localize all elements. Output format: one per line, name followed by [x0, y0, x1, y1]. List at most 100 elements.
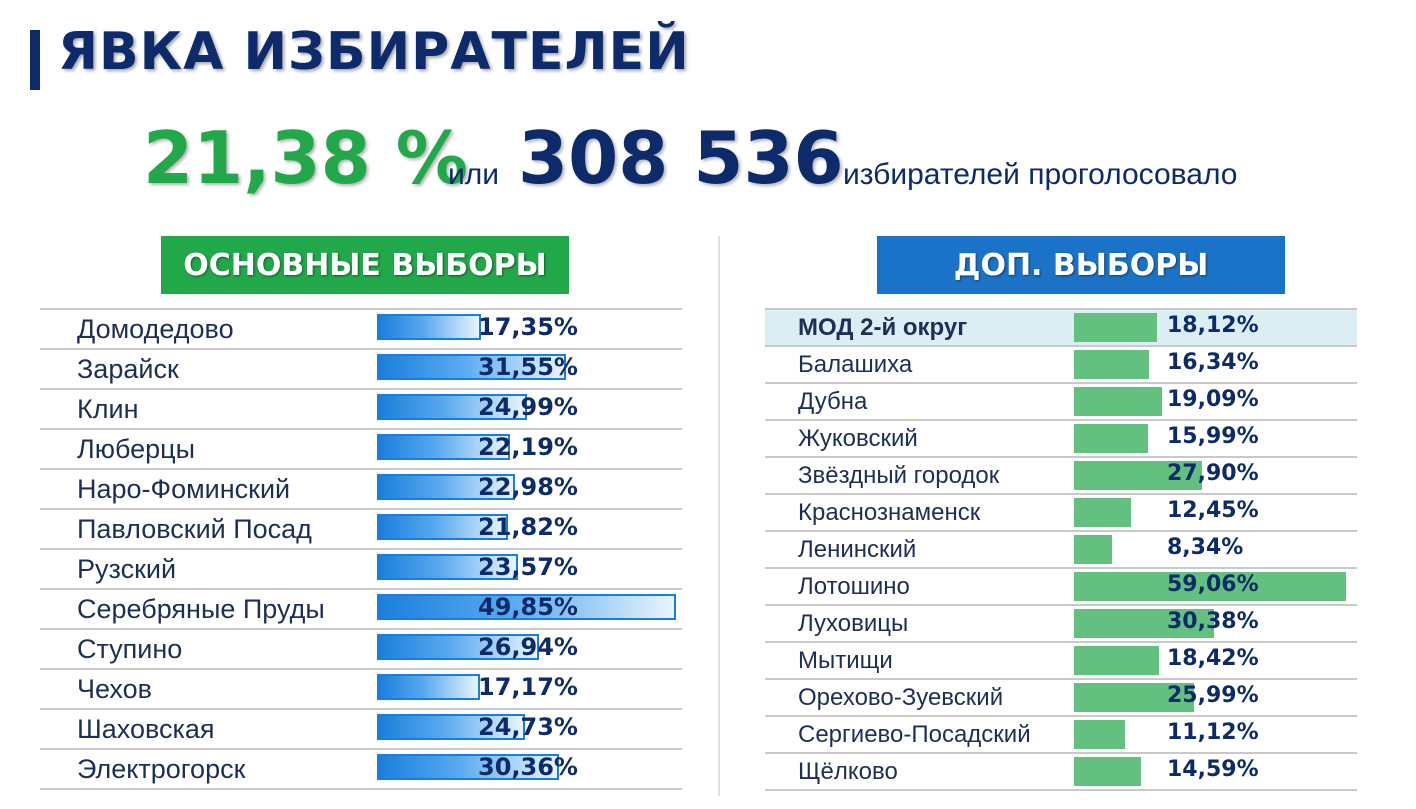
extra-value-label: 30,38% — [1167, 609, 1259, 634]
extra-bar — [1074, 498, 1131, 527]
main-value-label: 26,94% — [478, 633, 578, 661]
extra-district-label: Щёлково — [798, 758, 898, 785]
extra-bar — [1074, 609, 1214, 638]
main-bar — [377, 634, 539, 660]
title-accent-bar — [30, 30, 40, 90]
extra-district-label: Звёздный городок — [798, 462, 1000, 489]
main-value-label: 17,35% — [478, 313, 578, 341]
extra-district-label: Мытищи — [798, 647, 893, 674]
page-title: ЯВКА ИЗБИРАТЕЛЕЙ — [58, 22, 690, 82]
extra-row: Сергиево-Посадский 11,12% — [765, 717, 1357, 754]
extra-bar — [1074, 387, 1162, 416]
extra-value-label: 18,12% — [1167, 313, 1259, 338]
main-value-label: 23,57% — [478, 553, 578, 581]
main-value-label: 21,82% — [478, 513, 578, 541]
main-row: Павловский Посад 21,82% — [40, 510, 682, 550]
main-value-label: 31,55% — [478, 353, 578, 381]
extra-bar — [1074, 720, 1125, 749]
extra-bar — [1074, 646, 1159, 675]
extra-value-label: 59,06% — [1167, 572, 1259, 597]
turnout-summary: 21,38 % или 308 536 избирателей проголос… — [0, 108, 1416, 208]
extra-bar — [1074, 424, 1148, 453]
main-bar — [377, 474, 515, 500]
extra-bar — [1074, 350, 1149, 379]
main-district-label: Наро-Фоминский — [77, 474, 291, 504]
main-row: Шаховская 24,73% — [40, 710, 682, 750]
voter-count: 308 536 — [518, 116, 844, 200]
extra-bar — [1074, 572, 1346, 601]
main-elections-chart: Домодедово 17,35% Зарайск 31,55% Клин 24,99% Л… — [40, 308, 682, 790]
main-district-label: Рузский — [77, 554, 177, 584]
extra-bar — [1074, 313, 1157, 342]
extra-district-label: Луховицы — [798, 610, 909, 637]
main-bar — [377, 674, 480, 700]
main-district-label: Клин — [77, 394, 139, 424]
main-elections-header: ОСНОВНЫЕ ВЫБОРЫ — [161, 236, 569, 294]
main-row: Домодедово 17,35% — [40, 310, 682, 350]
extra-row: Дубна 19,09% — [765, 384, 1357, 421]
extra-district-label: Ленинский — [798, 536, 917, 563]
main-bar — [377, 754, 559, 780]
extra-district-label: Лотошино — [798, 573, 910, 600]
main-row: Зарайск 31,55% — [40, 350, 682, 390]
main-row: Люберцы 22,19% — [40, 430, 682, 470]
main-district-label: Ступино — [77, 634, 183, 664]
extra-value-label: 11,12% — [1167, 720, 1259, 745]
main-row: Клин 24,99% — [40, 390, 682, 430]
extra-bar — [1074, 461, 1202, 490]
extra-district-label: Краснознаменск — [798, 499, 981, 526]
extra-bar — [1074, 535, 1112, 564]
summary-connector: или — [448, 158, 500, 191]
main-district-label: Павловский Посад — [77, 514, 312, 544]
extra-district-label: МОД 2-й округ — [798, 314, 968, 341]
extra-district-label: Дубна — [798, 388, 868, 415]
main-bar — [377, 354, 566, 380]
extra-row: Мытищи 18,42% — [765, 643, 1357, 680]
extra-district-label: Жуковский — [798, 425, 918, 452]
main-row: Серебряные Пруды 49,85% — [40, 590, 682, 630]
main-value-label: 17,17% — [478, 673, 578, 701]
extra-district-label: Балашиха — [798, 351, 913, 378]
main-bar — [377, 714, 525, 740]
summary-suffix: избирателей проголосовало — [843, 158, 1238, 191]
main-bar — [377, 394, 527, 420]
main-bar — [377, 594, 676, 620]
main-value-label: 22,98% — [478, 473, 578, 501]
turnout-percent: 21,38 % — [143, 116, 468, 200]
main-value-label: 24,73% — [478, 713, 578, 741]
main-bar — [377, 434, 510, 460]
main-value-label: 24,99% — [478, 393, 578, 421]
extra-district-label: Сергиево-Посадский — [798, 721, 1031, 748]
main-row: Электрогорск 30,36% — [40, 750, 682, 790]
extra-row: Щёлково 14,59% — [765, 754, 1357, 791]
extra-value-label: 15,99% — [1167, 424, 1259, 449]
main-row: Ступино 26,94% — [40, 630, 682, 670]
extra-value-label: 25,99% — [1167, 683, 1259, 708]
extra-elections-chart: МОД 2-й округ 18,12% Балашиха 16,34% Дубна 19… — [765, 308, 1357, 791]
main-district-label: Чехов — [77, 674, 152, 704]
extra-value-label: 27,90% — [1167, 461, 1259, 486]
extra-value-label: 16,34% — [1167, 350, 1259, 375]
extra-value-label: 8,34% — [1167, 535, 1244, 560]
extra-value-label: 19,09% — [1167, 387, 1259, 412]
extra-row: Лотошино 59,06% — [765, 569, 1357, 606]
main-value-label: 22,19% — [478, 433, 578, 461]
extra-row: Балашиха 16,34% — [765, 347, 1357, 384]
main-district-label: Домодедово — [77, 314, 234, 344]
main-district-label: Серебряные Пруды — [77, 594, 325, 624]
extra-row: МОД 2-й округ 18,12% — [765, 310, 1357, 347]
extra-row: Луховицы 30,38% — [765, 606, 1357, 643]
extra-value-label: 18,42% — [1167, 646, 1259, 671]
main-district-label: Зарайск — [77, 354, 179, 384]
main-row: Наро-Фоминский 22,98% — [40, 470, 682, 510]
main-bar — [377, 314, 481, 340]
main-district-label: Электрогорск — [77, 754, 246, 784]
main-row: Чехов 17,17% — [40, 670, 682, 710]
main-value-label: 49,85% — [478, 593, 578, 621]
main-row: Рузский 23,57% — [40, 550, 682, 590]
main-bar — [377, 514, 508, 540]
main-district-label: Шаховская — [77, 714, 215, 744]
extra-row: Ленинский 8,34% — [765, 532, 1357, 569]
extra-value-label: 12,45% — [1167, 498, 1259, 523]
extra-row: Краснознаменск 12,45% — [765, 495, 1357, 532]
